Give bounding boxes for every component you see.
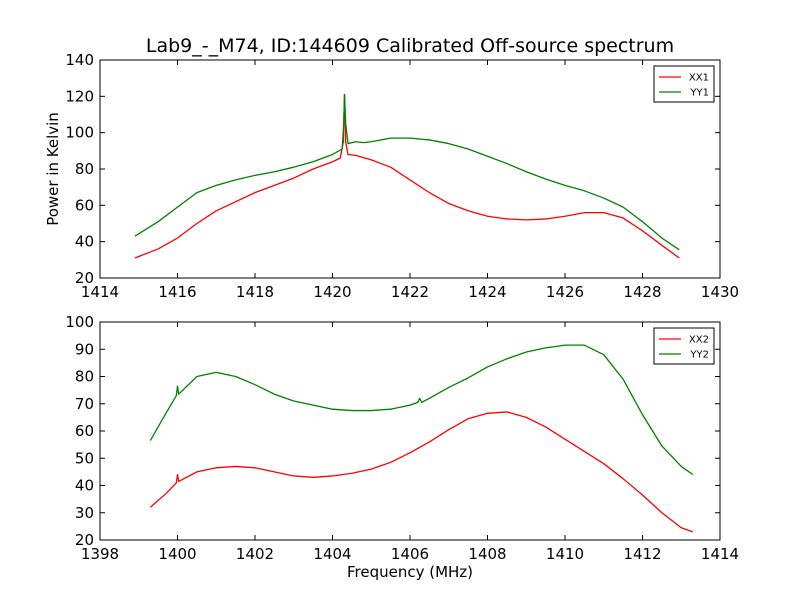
series-line-yy1 [134, 93, 680, 251]
chart-title: Lab9_-_M74, ID:144609 Calibrated Off-sou… [146, 35, 674, 57]
x-tick-label: 1416 [158, 283, 196, 301]
y-tick-label: 120 [65, 87, 94, 105]
x-tick-label: 1424 [468, 283, 506, 301]
series-line-yy2 [149, 344, 694, 476]
x-tick-label: 1420 [313, 283, 351, 301]
x-tick-label: 1402 [236, 545, 274, 563]
legend-label-xx2: XX2 [689, 335, 709, 346]
y-tick-label: 70 [75, 395, 94, 413]
series-line-xx2 [149, 411, 694, 533]
y-tick-label: 90 [75, 340, 94, 358]
x-axis-label: Frequency (MHz) [347, 563, 473, 581]
y-tick-label: 80 [75, 160, 94, 178]
legend-box [653, 65, 715, 103]
x-tick-label: 1404 [313, 545, 351, 563]
y-tick-label: 40 [75, 477, 94, 495]
x-tick-label: 1398 [81, 545, 119, 563]
y-tick-label: 100 [65, 313, 94, 331]
x-tick-label: 1428 [623, 283, 661, 301]
legend-label-yy2: YY2 [689, 350, 709, 361]
y-tick-label: 60 [75, 422, 94, 440]
y-tick-label: 140 [65, 51, 94, 69]
x-tick-label: 1400 [158, 545, 196, 563]
series-line-xx1 [134, 93, 680, 259]
x-tick-label: 1412 [623, 545, 661, 563]
legend-box [653, 327, 715, 365]
y-tick-label: 60 [75, 196, 94, 214]
legend-label-xx1: XX1 [689, 73, 709, 84]
y-tick-label: 50 [75, 449, 94, 467]
x-tick-label: 1422 [391, 283, 429, 301]
x-tick-label: 1426 [546, 283, 584, 301]
x-tick-label: 1406 [391, 545, 429, 563]
y-tick-label: 40 [75, 233, 94, 251]
bottom-panel: 1398 1400 1402 1404 1406 1408 1410 1412 1414 20 30… [65, 313, 739, 563]
legend-label-yy1: YY1 [689, 88, 709, 99]
y-tick-label: 30 [75, 504, 94, 522]
y-tick-label: 20 [75, 269, 94, 287]
y-tick-label: 20 [75, 531, 94, 549]
y-tick-label: 80 [75, 368, 94, 386]
x-tick-label: 1418 [236, 283, 274, 301]
top-y-axis-label: Power in Kelvin [44, 112, 62, 226]
top-panel: 1414 1416 1418 1420 1422 1424 1426 1428 1430 20 40… [65, 51, 739, 301]
x-tick-label: 1414 [701, 545, 739, 563]
x-tick-label: 1430 [701, 283, 739, 301]
x-tick-label: 1414 [81, 283, 119, 301]
y-tick-label: 100 [65, 124, 94, 142]
x-tick-label: 1410 [546, 545, 584, 563]
x-tick-label: 1408 [468, 545, 506, 563]
